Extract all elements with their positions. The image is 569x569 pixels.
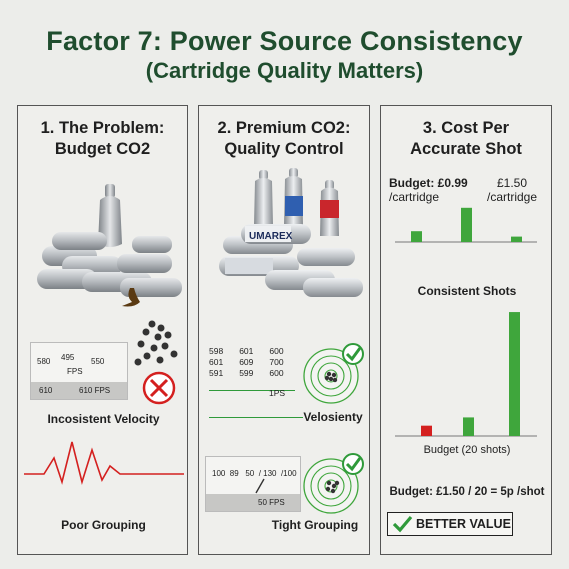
checkmark-icon [342,343,364,365]
premium-cartridges-illustration: UMAREX [219,168,363,297]
tight-target-icon [303,343,364,404]
budget-price: Budget: £0.99 /cartridge [389,176,468,204]
chart-title: Consistent Shots [417,284,517,298]
chart-bar [421,425,432,436]
grouping-label: Tight Grouping [271,518,359,532]
panel-title: 3. Cost Per Accurate Shot [410,119,522,158]
panel-cost-per-shot: 3. Cost Per Accurate Shot Budget: £0.99 … [380,105,552,555]
chart-bar [411,231,422,242]
premium-price: £1.50 /cartridge [487,176,538,204]
cost-calculation: Budget: £1.50 / 20 = 5p /shot [389,486,545,498]
consistent-shots-chart [395,312,537,437]
panel-premium-co2: 2. Premium CO2: Quality Control [198,105,370,555]
velocity-label: Incosistent Velocity [47,412,160,426]
checkmark-icon [342,453,364,475]
checkmark-icon [392,515,413,533]
velocity-readings: 598 601 600 601 609 700 591 599 600 1PS [209,346,297,406]
panel-budget-co2: 1. The Problem: Budget CO2 [17,105,188,555]
erratic-velocity-line [24,441,184,485]
chart-bar [463,417,474,436]
chart-bar [461,207,472,242]
velocity-label: Velosienty [303,410,363,424]
inconsistent-velocity-gauge: 580 495 550 FPS 610 610 FPS [30,342,128,400]
scattered-shots-icon [134,320,178,405]
price-bar-chart [395,207,537,243]
tight-target-icon-2 [303,453,364,514]
better-value-badge: BETTER VALUE [387,512,513,536]
grouping-label: Poor Grouping [61,518,146,532]
panel-title: 2. Premium CO2: Quality Control [217,119,351,158]
budget-cartridges-illustration [37,184,182,307]
page-subtitle: (Cartridge Quality Matters) [145,58,424,83]
chart-bar [509,312,520,436]
consistent-velocity-gauge: 100 89 50 / 130 /100 50 FPS [205,456,301,512]
svg-text:UMAREX: UMAREX [249,231,293,242]
chart-bar [511,236,522,242]
page-title: Factor 7: Power Source Consistency [46,26,523,56]
gauge-readout: 50 FPS [206,494,300,511]
panel-title: 1. The Problem: Budget CO2 [40,119,165,158]
chart-xlabel: Budget (20 shots) [423,444,511,456]
gauge-readout: 610 610 FPS [31,382,127,399]
divider-line [209,417,303,418]
